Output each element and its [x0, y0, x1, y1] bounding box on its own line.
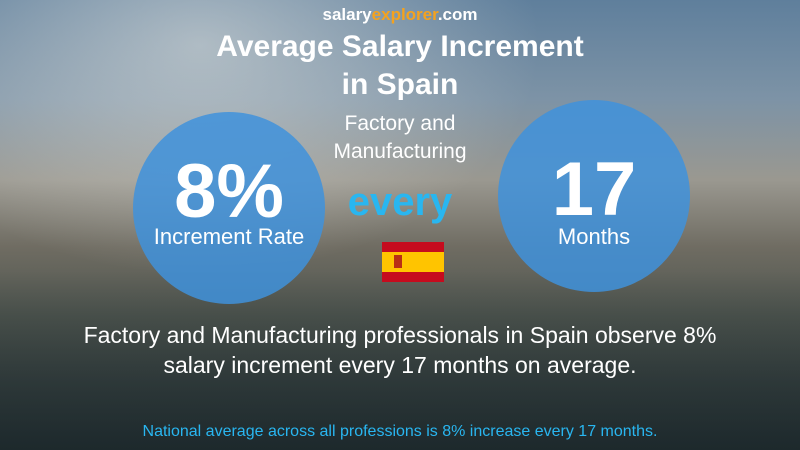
- description-line: salary increment every 17 months on aver…: [163, 352, 637, 378]
- right-circle: [498, 100, 690, 292]
- connector: every: [347, 180, 453, 224]
- increment-value: 8%: [174, 149, 284, 234]
- subtitle-line: Factory and: [344, 112, 456, 135]
- title-line: in Spain: [341, 68, 459, 101]
- logo-explorer: explorer: [371, 5, 438, 24]
- logo: salaryexplorer.com: [0, 5, 800, 25]
- spain-flag: [382, 242, 444, 282]
- footer-note: National average across all professions …: [142, 423, 658, 440]
- months-label: Months: [557, 224, 631, 249]
- description-line: Factory and Manufacturing professionals …: [83, 322, 717, 348]
- subtitle-line: Manufacturing: [333, 140, 467, 163]
- title-line: Average Salary Increment: [216, 30, 584, 63]
- months-value: 17: [551, 147, 637, 232]
- left-circle: [133, 112, 325, 304]
- logo-salary: salary: [322, 5, 372, 24]
- increment-label: Increment Rate: [153, 224, 305, 249]
- logo-com: .com: [437, 5, 478, 24]
